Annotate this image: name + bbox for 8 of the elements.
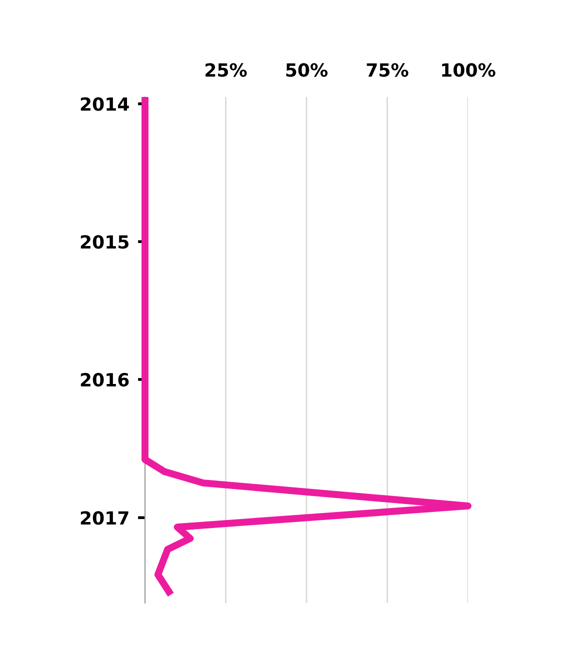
y-tick-label: 2016 (80, 372, 129, 387)
x-tick-label: 25% (206, 63, 247, 77)
y-tick-label: 2017 (80, 511, 128, 525)
x-tick-label: 100% (442, 63, 496, 77)
y-tick-label: 2014 (80, 97, 129, 111)
x-tick-label: 50% (286, 63, 328, 77)
x-tick-label: 75% (366, 63, 408, 77)
y-tick-label: 2015 (80, 235, 128, 249)
